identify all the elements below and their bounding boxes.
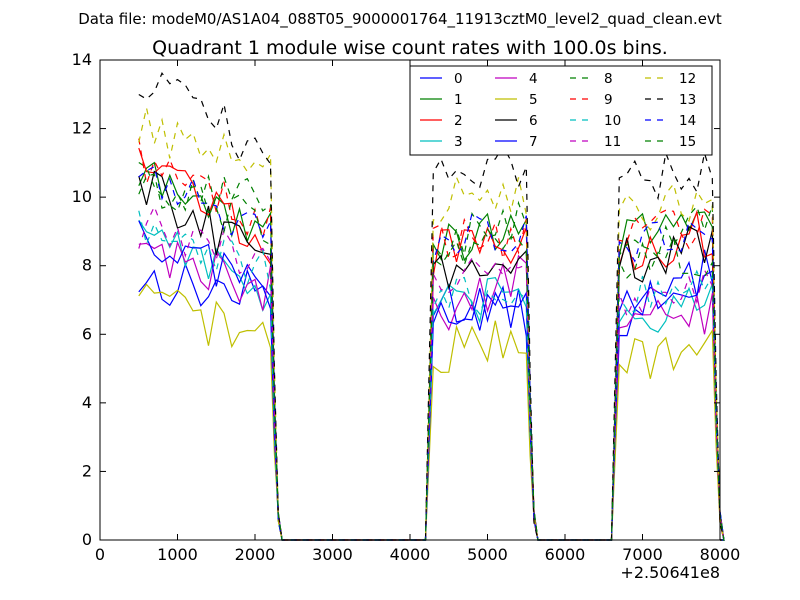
series-line-4: [138, 240, 725, 541]
y-tick-label: 8: [82, 256, 92, 275]
legend-box: [409, 65, 713, 156]
series-line-11: [138, 205, 725, 541]
x-tick-label: 1000: [157, 545, 198, 564]
series-line-14: [138, 165, 725, 541]
x-offset-label: +2.50641e8: [620, 563, 720, 582]
legend-label-6: 6: [529, 113, 538, 129]
series-line-5: [138, 283, 725, 541]
chart-title: Quadrant 1 module wise count rates with …: [152, 37, 668, 59]
legend-label-0: 0: [454, 71, 463, 87]
x-tick-label: 0: [95, 545, 105, 564]
legend-label-14: 14: [679, 113, 696, 129]
legend-label-7: 7: [529, 134, 538, 150]
x-tick-label: 7000: [622, 545, 663, 564]
legend-label-2: 2: [454, 113, 463, 129]
y-tick-label: 12: [72, 119, 92, 138]
legend-label-13: 13: [679, 92, 696, 108]
legend-label-4: 4: [529, 71, 538, 87]
series-line-9: [138, 138, 725, 541]
legend-label-3: 3: [454, 134, 463, 150]
x-tick-label: 6000: [545, 545, 586, 564]
y-tick-label: 4: [82, 393, 92, 412]
y-tick-label: 10: [72, 187, 92, 206]
y-tick-label: 14: [72, 50, 92, 69]
legend-label-11: 11: [604, 134, 621, 150]
legend-label-1: 1: [454, 92, 463, 108]
legend-label-15: 15: [679, 134, 696, 150]
chart-suptitle: Data file: modeM0/AS1A04_088T05_90000017…: [78, 10, 722, 29]
y-tick-label: 2: [82, 461, 92, 480]
series-layer: [138, 71, 725, 541]
series-line-10: [138, 210, 725, 541]
series-line-0: [138, 249, 725, 541]
x-tick-label: 4000: [390, 545, 431, 564]
series-line-6: [138, 170, 725, 541]
series-line-15: [138, 173, 725, 541]
series-line-12: [138, 107, 725, 541]
x-tick-label: 8000: [700, 545, 741, 564]
ticks-layer: 0 1000 2000 3000 4000 5000 6000 7000 80000246810…: [72, 50, 741, 564]
legend-label-10: 10: [604, 113, 621, 129]
legend-label-8: 8: [604, 71, 613, 87]
x-tick-label: 3000: [312, 545, 353, 564]
legend-label-12: 12: [679, 71, 696, 87]
series-line-13: [138, 71, 725, 541]
y-tick-label: 0: [82, 530, 92, 549]
x-tick-label: 2000: [235, 545, 276, 564]
x-tick-label: 5000: [467, 545, 508, 564]
y-tick-label: 6: [82, 324, 92, 343]
legend-label-9: 9: [604, 92, 613, 108]
legend-label-5: 5: [529, 92, 538, 108]
